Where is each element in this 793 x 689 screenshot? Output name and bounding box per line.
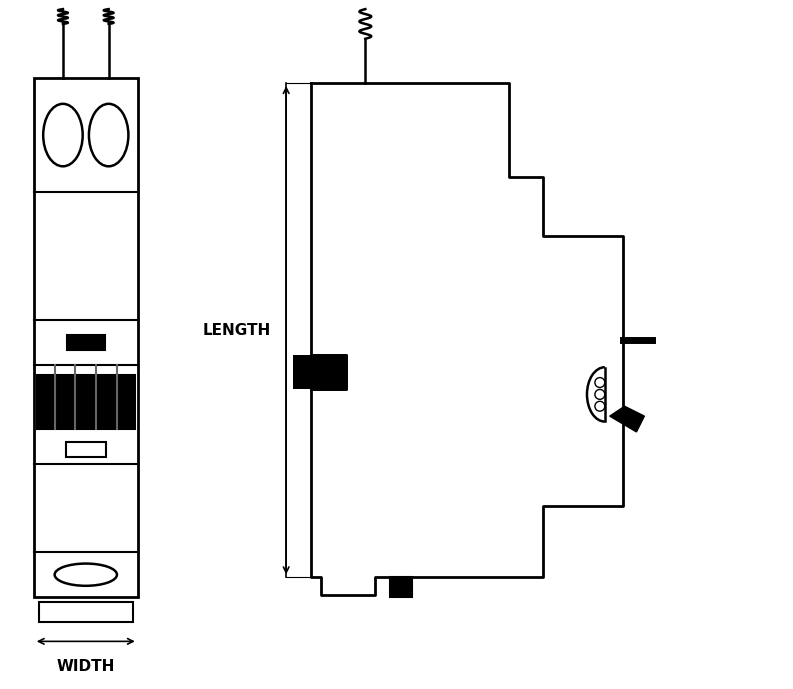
Bar — [34, 79, 138, 597]
Bar — [66, 442, 105, 457]
Bar — [67, 335, 105, 351]
Text: LENGTH: LENGTH — [203, 322, 271, 338]
Bar — [36, 375, 135, 429]
Text: WIDTH: WIDTH — [56, 659, 115, 674]
Bar — [390, 577, 412, 597]
Polygon shape — [610, 407, 645, 432]
Bar — [39, 602, 132, 621]
Bar — [293, 355, 346, 389]
